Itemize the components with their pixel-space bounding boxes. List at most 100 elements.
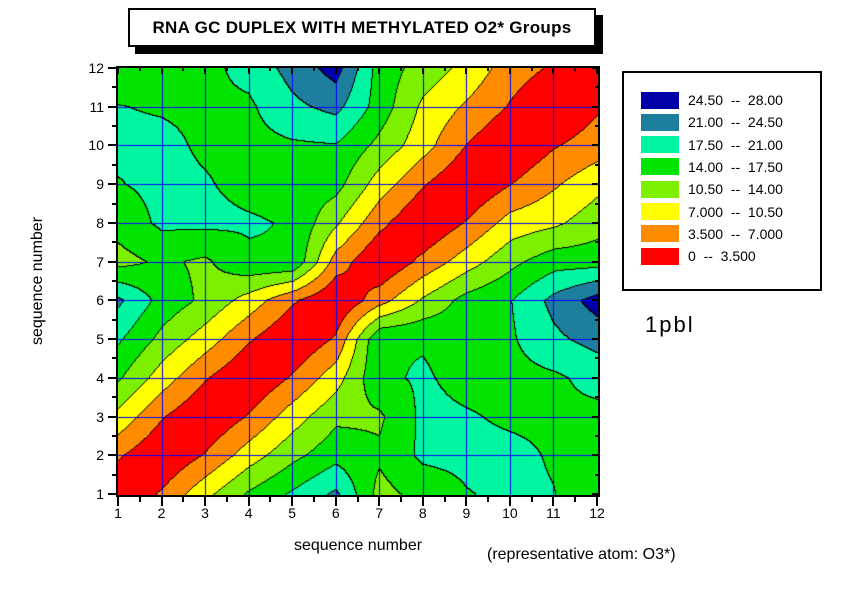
x-axis-tick (182, 497, 185, 502)
legend-range-label: 21.00 -- 24.50 (688, 114, 783, 131)
representative-atom-caption: (representative atom: O3*) (487, 546, 676, 563)
legend-entry: 14.00 -- 17.50 (641, 158, 783, 176)
y-axis-tick (108, 183, 117, 186)
legend-color-swatch (641, 180, 679, 198)
x-axis-tick-top (334, 68, 337, 74)
y-tick-label: 1 (96, 486, 104, 502)
x-axis-tick (204, 497, 207, 506)
x-axis-tick-top (160, 68, 163, 74)
x-axis-tick-top (117, 68, 119, 74)
x-tick-label: 4 (244, 505, 253, 521)
x-axis-tick-top (269, 68, 272, 71)
legend-range-label: 24.50 -- 28.00 (688, 92, 783, 108)
legend-color-swatch (641, 158, 679, 176)
x-axis-tick (334, 497, 337, 506)
x-axis-tick-top (378, 68, 381, 74)
y-tick-label: 10 (88, 137, 104, 154)
x-axis-tick-top (312, 68, 315, 71)
x-axis-tick (138, 497, 141, 502)
y-tick-label: 8 (96, 214, 104, 231)
x-tick-label: 12 (589, 505, 605, 521)
y-axis-tick (112, 125, 117, 128)
y-axis-tick-right (592, 183, 598, 186)
y-axis-tick (112, 434, 117, 437)
legend-color-swatch (641, 203, 679, 220)
y-axis-tick-right (595, 241, 598, 244)
y-axis-tick-right (595, 125, 598, 128)
legend-color-swatch (641, 225, 679, 243)
x-axis-tick-top (204, 68, 207, 74)
x-tick-label: 9 (462, 505, 471, 521)
title-box: RNA GC DUPLEX WITH METHYLATED O2* Groups (128, 8, 596, 47)
y-axis-tick-right (592, 105, 598, 108)
x-axis-tick-top (465, 68, 468, 74)
x-axis-tick (117, 497, 119, 506)
legend-range-label: 10.50 -- 14.00 (688, 181, 783, 198)
x-axis-tick (269, 497, 272, 502)
x-axis-tick (356, 497, 359, 502)
y-axis-tick-right (592, 67, 598, 69)
x-axis-tick-top (247, 68, 250, 74)
legend-entry: 10.50 -- 14.00 (641, 180, 783, 198)
y-axis-tick-right (595, 280, 598, 282)
y-axis-tick (112, 163, 117, 166)
page-title: RNA GC DUPLEX WITH METHYLATED O2* Groups (152, 17, 572, 37)
y-axis-tick (108, 105, 117, 108)
y-axis-tick-right (595, 357, 598, 360)
y-axis-tick-right (592, 299, 598, 302)
x-tick-label: 11 (546, 505, 561, 521)
legend-range-label: 0 -- 3.500 (688, 248, 756, 265)
y-axis-tick-right (592, 493, 598, 495)
x-axis-tick (487, 497, 490, 502)
pdb-id-annotation: 1pbl (645, 312, 695, 337)
y-axis-tick-right (595, 318, 598, 321)
y-axis-tick (108, 67, 117, 69)
y-axis-tick-right (592, 338, 598, 341)
y-axis-tick (112, 396, 117, 399)
y-tick-label: 4 (96, 369, 104, 386)
x-axis-tick (530, 497, 533, 502)
x-axis-tick (247, 497, 250, 506)
y-tick-label: 7 (96, 253, 104, 270)
y-tick-label: 5 (96, 331, 104, 348)
legend-color-swatch (641, 91, 679, 109)
y-axis-tick (112, 86, 117, 89)
contour-heatmap-canvas (118, 68, 598, 495)
x-axis-tick (291, 497, 294, 506)
y-axis-tick-right (595, 434, 598, 437)
y-axis-tick (108, 338, 117, 341)
legend-range-label: 3.500 -- 7.000 (688, 225, 783, 242)
x-axis-tick-top (443, 68, 446, 71)
x-axis-tick (312, 497, 315, 502)
x-axis-tick-top (182, 68, 185, 71)
x-axis-tick-top (530, 68, 533, 71)
y-axis-tick-right (592, 415, 598, 418)
legend-color-swatch (641, 113, 679, 131)
x-axis-tick-top (596, 68, 598, 74)
y-axis-tick-right (592, 260, 598, 263)
y-axis-tick (108, 376, 117, 379)
y-axis-tick-right (592, 144, 598, 147)
legend-range-label: 7.000 -- 10.50 (688, 203, 783, 220)
x-axis-tick-top (574, 68, 577, 71)
x-axis-tick (552, 497, 555, 506)
y-tick-label: 9 (96, 176, 104, 193)
x-tick-label: 8 (418, 505, 427, 521)
x-axis-tick (465, 497, 468, 506)
x-axis-tick (400, 497, 403, 502)
x-axis-tick (508, 497, 511, 506)
y-tick-label: 2 (96, 447, 104, 464)
x-axis-tick (160, 497, 163, 506)
legend-entry: 24.50 -- 28.00 (641, 91, 783, 109)
x-axis-tick (378, 497, 381, 506)
y-axis-tick (112, 241, 117, 244)
y-axis-tick-right (595, 473, 598, 476)
x-tick-label: 7 (375, 505, 384, 521)
legend: 24.50 -- 28.00 21.00 -- 24.50 17.50 -- 21.… (622, 71, 822, 291)
y-tick-label: 11 (89, 98, 104, 115)
x-axis-tick-top (225, 68, 228, 71)
y-tick-label: 3 (96, 408, 104, 425)
y-axis-tick (108, 221, 117, 224)
y-axis-tick-right (595, 396, 598, 399)
